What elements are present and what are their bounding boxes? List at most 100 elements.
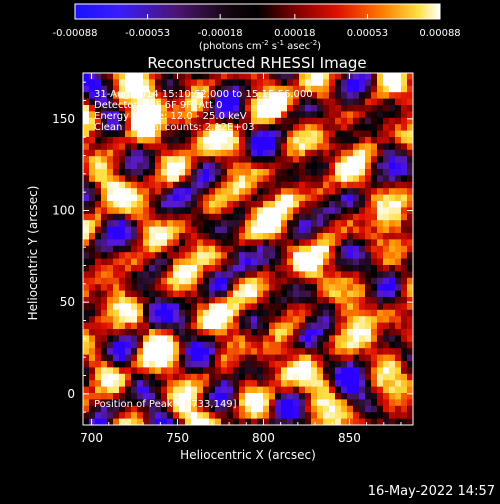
heatmap-pixel — [131, 143, 138, 151]
heatmap-pixel — [167, 284, 174, 292]
heatmap-pixel — [197, 201, 204, 208]
heatmap-pixel — [407, 226, 413, 234]
heatmap-pixel — [269, 277, 276, 285]
heatmap-pixel — [365, 367, 372, 375]
heatmap-pixel — [161, 98, 168, 106]
heatmap-pixel — [341, 105, 348, 112]
heatmap-pixel — [95, 412, 102, 420]
heatmap-pixel — [353, 98, 360, 106]
heatmap-pixel — [341, 156, 348, 164]
heatmap-pixel — [359, 92, 366, 100]
heatmap-pixel — [407, 92, 413, 100]
heatmap-pixel — [245, 137, 252, 144]
heatmap-pixel — [335, 329, 342, 336]
heatmap-pixel — [323, 290, 330, 298]
heatmap-pixel — [95, 201, 102, 208]
heatmap-pixel — [335, 418, 342, 425]
heatmap-pixel — [233, 149, 240, 157]
heatmap-pixel — [221, 245, 228, 253]
heatmap-pixel — [89, 290, 96, 298]
heatmap-pixel — [95, 316, 102, 324]
heatmap-pixel — [245, 412, 252, 420]
heatmap-pixel — [173, 220, 180, 228]
heatmap-pixel — [353, 412, 360, 420]
heatmap-pixel — [173, 175, 180, 183]
heatmap-pixel — [113, 73, 120, 80]
heatmap-pixel — [251, 239, 258, 247]
heatmap-pixel — [155, 117, 162, 125]
heatmap-pixel — [383, 149, 390, 157]
heatmap-pixel — [287, 386, 294, 394]
heatmap-pixel — [377, 124, 384, 132]
y-axis-label: Heliocentric Y (arcsec) — [26, 186, 40, 321]
heatmap-pixel — [215, 181, 222, 189]
heatmap-pixel — [329, 201, 336, 208]
heatmap-pixel — [401, 245, 408, 253]
heatmap-pixel — [239, 380, 246, 388]
heatmap-pixel — [197, 194, 204, 202]
heatmap-pixel — [119, 284, 126, 292]
heatmap-pixel — [173, 169, 180, 176]
heatmap-pixel — [359, 412, 366, 420]
heatmap-pixel — [341, 329, 348, 336]
heatmap-pixel — [125, 393, 132, 400]
heatmap-pixel — [305, 220, 312, 228]
heatmap-pixel — [125, 354, 132, 362]
heatmap-pixel — [245, 329, 252, 336]
heatmap-pixel — [341, 290, 348, 298]
heatmap-pixel — [191, 316, 198, 324]
heatmap-pixel — [275, 405, 282, 413]
heatmap-pixel — [317, 213, 324, 221]
heatmap-pixel — [209, 143, 216, 151]
heatmap-pixel — [125, 265, 132, 272]
heatmap-pixel — [131, 201, 138, 208]
heatmap-pixel — [365, 169, 372, 176]
heatmap-pixel — [203, 271, 210, 279]
heatmap-pixel — [263, 79, 270, 87]
heatmap-pixel — [311, 201, 318, 208]
heatmap-pixel — [359, 284, 366, 292]
heatmap-pixel — [149, 188, 156, 196]
heatmap-pixel — [347, 303, 354, 311]
heatmap-pixel — [155, 239, 162, 247]
heatmap-pixel — [353, 169, 360, 176]
heatmap-pixel — [371, 361, 378, 368]
heatmap-pixel — [107, 405, 114, 413]
heatmap-pixel — [305, 207, 312, 215]
heatmap-pixel — [119, 271, 126, 279]
heatmap-pixel — [377, 143, 384, 151]
heatmap-pixel — [197, 361, 204, 368]
heatmap-pixel — [245, 162, 252, 170]
heatmap-pixel — [389, 111, 396, 119]
heatmap-pixel — [389, 156, 396, 164]
heatmap-pixel — [107, 156, 114, 164]
heatmap-pixel — [113, 354, 120, 362]
heatmap-pixel — [83, 73, 90, 80]
heatmap-pixel — [263, 335, 270, 343]
heatmap-pixel — [383, 380, 390, 388]
heatmap-pixel — [407, 98, 413, 106]
heatmap-pixel — [119, 348, 126, 356]
heatmap-pixel — [221, 73, 228, 80]
heatmap-pixel — [113, 162, 120, 170]
heatmap-pixel — [131, 233, 138, 240]
heatmap-pixel — [281, 245, 288, 253]
heatmap-pixel — [275, 412, 282, 420]
heatmap-pixel — [251, 220, 258, 228]
heatmap-pixel — [197, 245, 204, 253]
heatmap-pixel — [167, 79, 174, 87]
heatmap-pixel — [143, 386, 150, 394]
heatmap-pixel — [359, 354, 366, 362]
heatmap-pixel — [299, 239, 306, 247]
heatmap-pixel — [227, 329, 234, 336]
heatmap-pixel — [407, 117, 413, 125]
heatmap-pixel — [287, 162, 294, 170]
heatmap-pixel — [377, 277, 384, 285]
heatmap-pixel — [173, 143, 180, 151]
heatmap-pixel — [107, 265, 114, 272]
heatmap-pixel — [155, 105, 162, 112]
heatmap-pixel — [119, 335, 126, 343]
heatmap-pixel — [233, 341, 240, 349]
heatmap-pixel — [89, 412, 96, 420]
heatmap-pixel — [287, 194, 294, 202]
